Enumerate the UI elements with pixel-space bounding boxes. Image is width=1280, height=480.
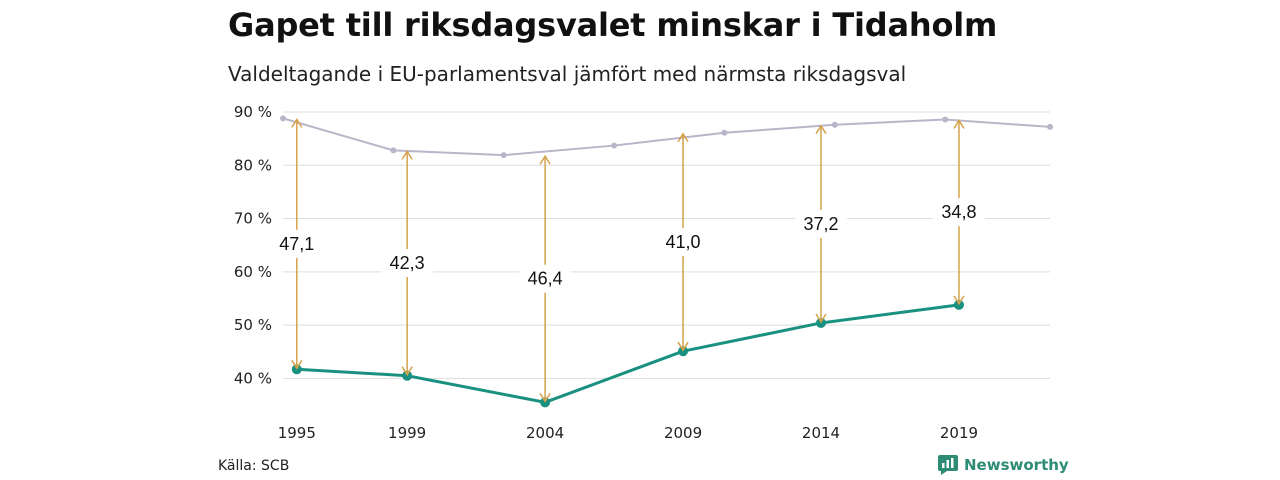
gap-arrow-head-top bbox=[953, 119, 965, 129]
brand-logo: Newsworthy bbox=[938, 455, 1069, 475]
gap-label-background bbox=[657, 227, 710, 256]
x-tick-label: 2004 bbox=[526, 424, 564, 442]
gap-label-background bbox=[270, 229, 323, 258]
y-tick-label: 60 % bbox=[234, 263, 272, 281]
gap-label: 47,1 bbox=[279, 234, 314, 254]
gap-arrow-head-bottom bbox=[677, 341, 689, 352]
brand-name: Newsworthy bbox=[964, 456, 1069, 474]
gap-label-background bbox=[519, 264, 572, 293]
gap-arrow: 46,4 bbox=[519, 154, 572, 403]
gap-label-background bbox=[932, 198, 985, 227]
gap-label-background bbox=[795, 209, 848, 238]
gap-arrow-head-top bbox=[539, 154, 551, 165]
gap-arrow: 47,1 bbox=[270, 117, 323, 370]
y-tick-label: 50 % bbox=[234, 316, 272, 334]
riksdag-point bbox=[1047, 123, 1053, 130]
gap-arrow-head-bottom bbox=[815, 313, 827, 324]
gap-label: 42,3 bbox=[390, 253, 425, 273]
x-tick-label: 2019 bbox=[940, 424, 978, 442]
gap-label: 34,8 bbox=[941, 202, 976, 222]
gap-label: 37,2 bbox=[803, 214, 838, 234]
gap-arrow: 41,0 bbox=[657, 132, 710, 352]
gap-arrow-head-top bbox=[677, 132, 689, 143]
gap-arrow-head-top bbox=[815, 124, 827, 135]
chart-title: Gapet till riksdagsvalet minskar i Tidah… bbox=[228, 6, 998, 44]
gap-arrow-head-bottom bbox=[291, 359, 303, 370]
newsworthy-logo-icon bbox=[938, 455, 958, 475]
gap-arrow: 34,8 bbox=[932, 119, 985, 306]
riksdag-point bbox=[721, 129, 728, 136]
gap-arrow-head-top bbox=[401, 149, 413, 160]
riksdag-series-line bbox=[282, 117, 1051, 157]
gap-label-background bbox=[381, 249, 434, 278]
riksdag-point bbox=[390, 147, 397, 154]
riksdag-point bbox=[611, 142, 618, 149]
chart-subtitle: Valdeltagande i EU-parlamentsval jämfört… bbox=[228, 62, 907, 86]
y-tick-label: 40 % bbox=[234, 369, 272, 387]
gap-arrow-head-bottom bbox=[539, 392, 551, 403]
gap-arrow-head-bottom bbox=[401, 366, 413, 377]
riksdag-point bbox=[500, 152, 507, 159]
gap-arrow-head-top bbox=[291, 117, 303, 128]
gap-label: 41,0 bbox=[666, 232, 701, 252]
y-tick-label: 90 % bbox=[234, 103, 272, 121]
x-tick-label: 2014 bbox=[802, 424, 840, 442]
gap-arrow-head-bottom bbox=[953, 295, 965, 306]
y-tick-label: 70 % bbox=[234, 210, 272, 228]
x-tick-label: 1999 bbox=[388, 424, 426, 442]
gap-arrow: 37,2 bbox=[795, 124, 848, 324]
source-note: Källa: SCB bbox=[218, 458, 290, 474]
x-tick-label: 2009 bbox=[664, 424, 702, 442]
gap-label: 46,4 bbox=[528, 269, 563, 289]
riksdag-point bbox=[831, 121, 838, 128]
gap-arrow: 42,3 bbox=[381, 149, 434, 377]
y-tick-label: 80 % bbox=[234, 156, 272, 174]
x-tick-label: 1995 bbox=[278, 424, 316, 442]
eu-series-line bbox=[296, 303, 960, 404]
riksdag-point bbox=[280, 115, 286, 122]
riksdag-point bbox=[942, 116, 949, 123]
